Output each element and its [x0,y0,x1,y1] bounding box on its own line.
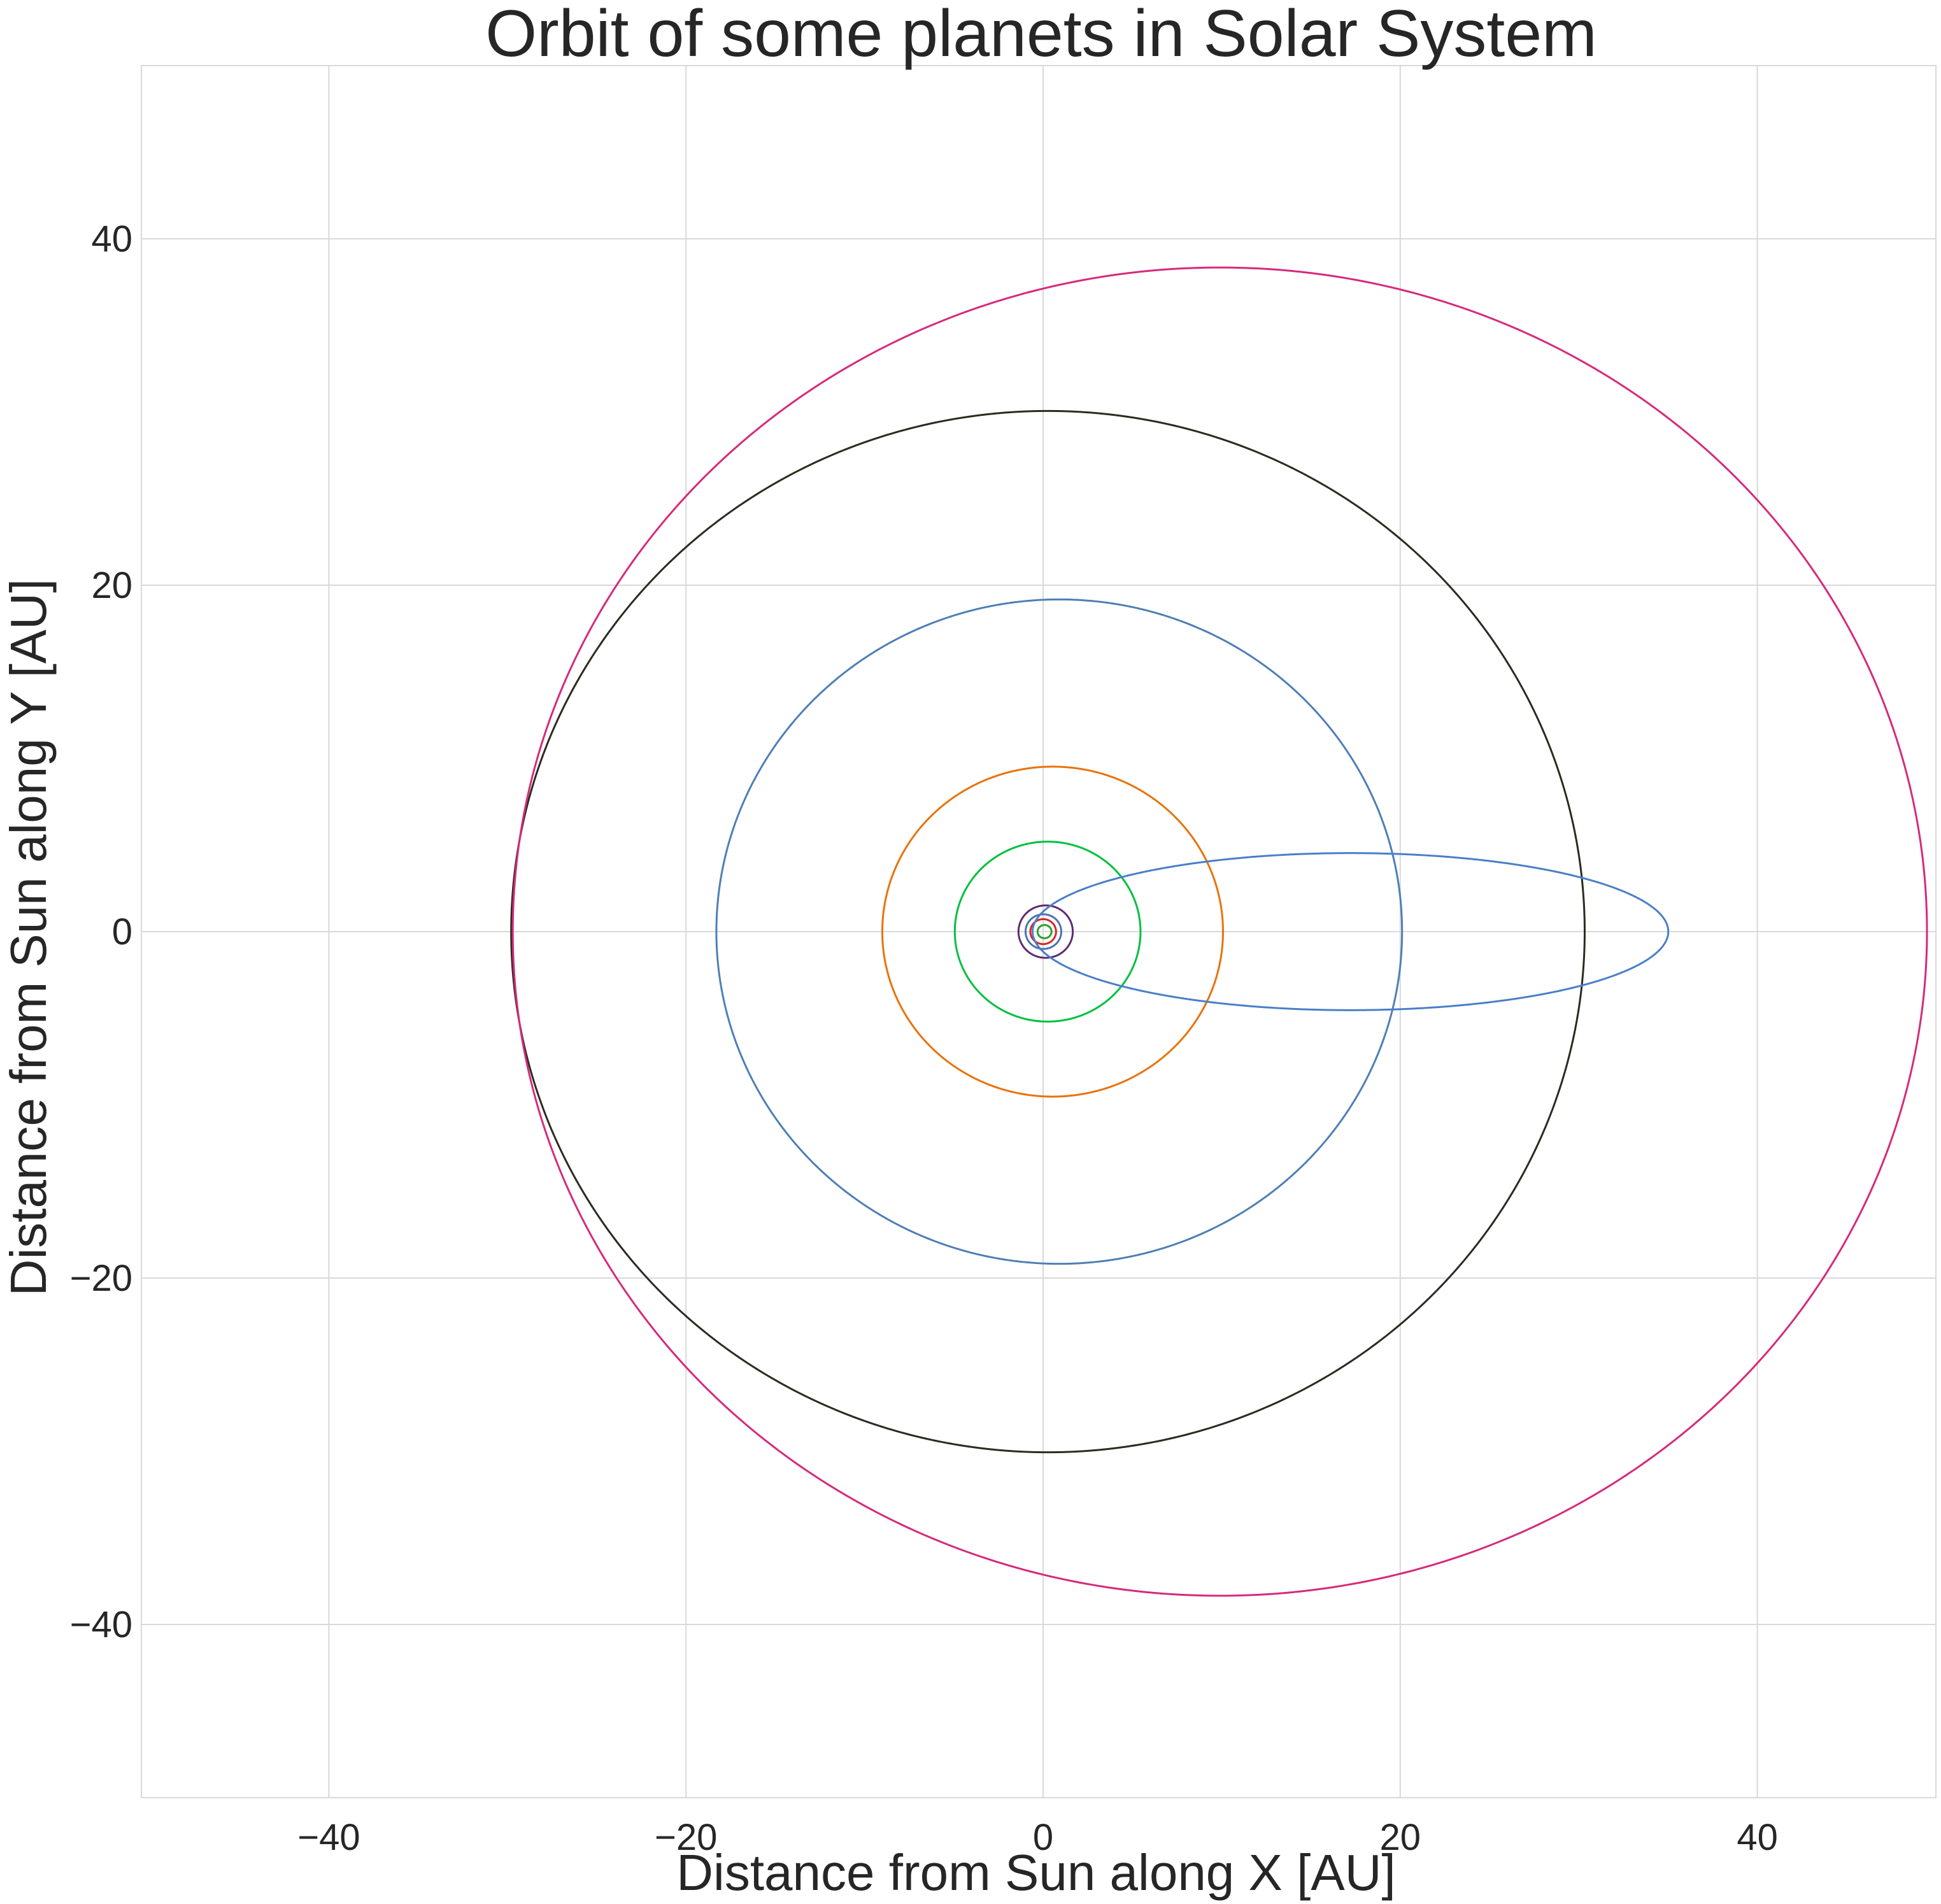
orbit-line-10 [1032,852,1670,1011]
x-tick-labels: −40 −20 0 20 40 [297,1817,1778,1858]
y-tick-label: −20 [70,1258,132,1299]
x-tick-label: 20 [1380,1817,1421,1858]
orbit-line-7 [715,598,1404,1265]
y-axis-label: Distance from Sun along Y [AU] [0,579,57,1297]
orbit-line-2 [1029,918,1057,946]
grid [141,66,1936,1798]
orbit-line-8 [510,409,1586,1454]
orbit-line-3 [1024,913,1063,950]
x-tick-label: 40 [1737,1817,1778,1858]
orbit-lines [510,266,1928,1597]
x-tick-label: 0 [1033,1817,1053,1858]
y-tick-label: 40 [91,218,132,260]
orbit-line-9 [511,266,1928,1597]
orbit-line-1 [1036,924,1053,939]
orbit-line-6 [881,765,1224,1098]
orbit-line-5 [953,841,1142,1023]
orbit-line-4 [1017,904,1074,959]
chart-title: Orbit of some planets in Solar System [485,0,1597,71]
y-tick-label: 20 [91,565,132,606]
x-tick-label: −40 [297,1817,360,1858]
x-tick-label: −20 [655,1817,717,1858]
y-tick-label: −40 [70,1604,132,1645]
plot-frame [141,65,1937,1798]
x-axis-label: Distance from Sun along X [AU] [676,1844,1395,1901]
y-tick-label: 0 [112,911,132,953]
y-tick-labels: −40 −20 0 20 40 [70,218,132,1645]
